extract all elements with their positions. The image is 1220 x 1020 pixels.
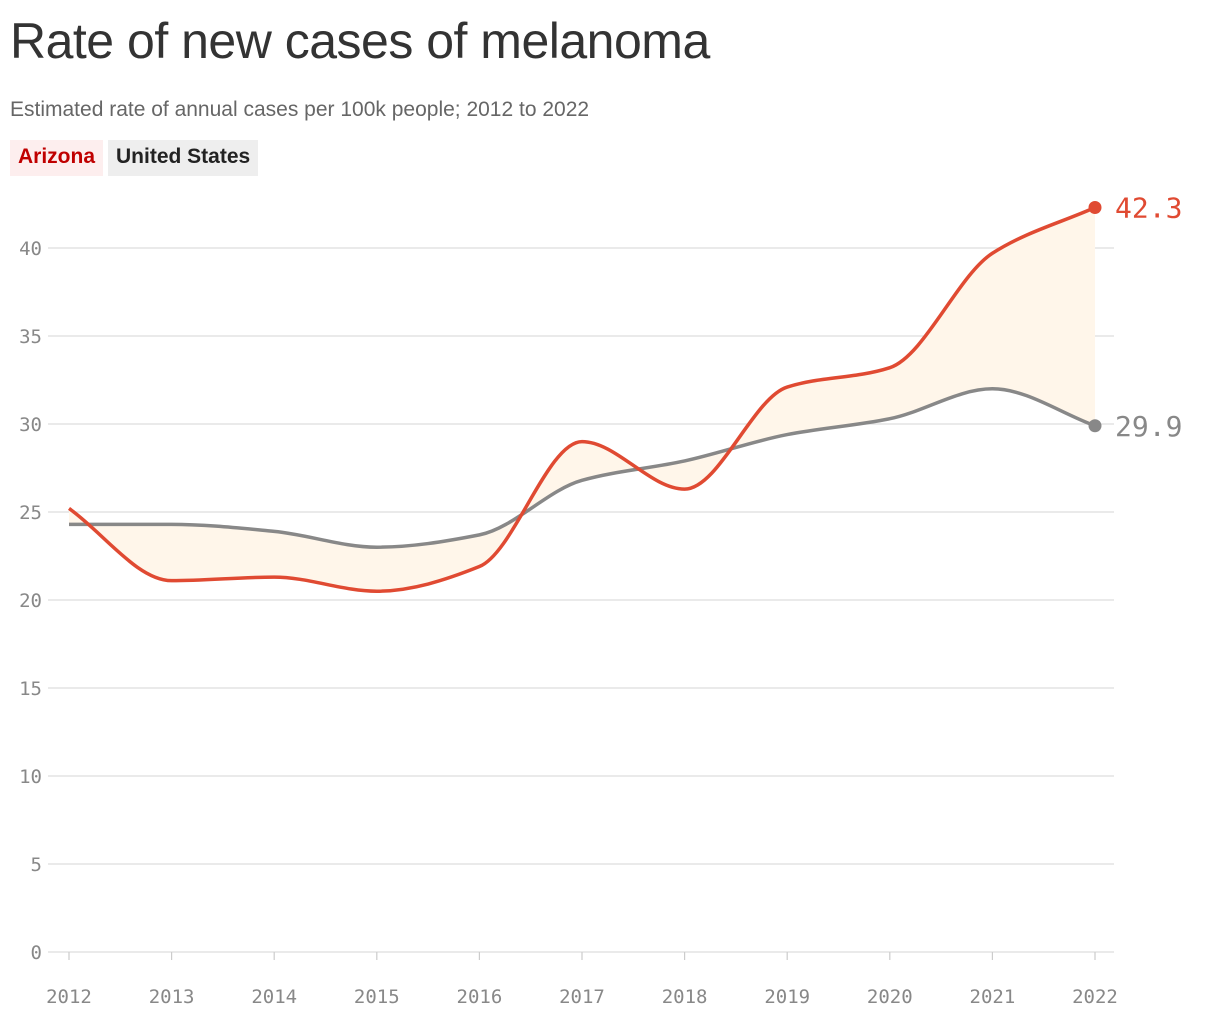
y-tick-label: 10 — [19, 766, 42, 788]
end-point-united-states — [1088, 419, 1102, 433]
x-tick-label: 2019 — [764, 986, 810, 1008]
x-tick-label: 2016 — [457, 986, 503, 1008]
y-tick-label: 30 — [19, 414, 42, 436]
x-tick-label: 2012 — [46, 986, 92, 1008]
y-tick-label: 35 — [19, 326, 42, 348]
x-axis: 2012 2013 2014 2015 2016 2017 2018 2019 2020 2021… — [46, 952, 1118, 1008]
end-label-arizona: 42.3 — [1115, 192, 1182, 225]
legend: Arizona United States — [10, 140, 259, 176]
x-tick-label: 2015 — [354, 986, 400, 1008]
x-tick-label: 2021 — [970, 986, 1016, 1008]
y-axis: 0 5 10 15 20 25 30 35 40 — [19, 238, 42, 964]
x-tick-label: 2020 — [867, 986, 913, 1008]
legend-item-united-states: United States — [108, 140, 259, 176]
x-tick-label: 2022 — [1072, 986, 1118, 1008]
y-tick-label: 0 — [31, 942, 42, 964]
y-tick-label: 20 — [19, 590, 42, 612]
y-tick-label: 5 — [31, 854, 42, 876]
x-tick-label: 2014 — [251, 986, 297, 1008]
y-tick-label: 40 — [19, 238, 42, 260]
end-point-arizona — [1088, 201, 1102, 215]
legend-item-arizona: Arizona — [10, 140, 104, 176]
series-line-arizona — [67, 205, 1096, 593]
end-markers: 42.3 29.9 — [1088, 192, 1182, 443]
chart-subtitle: Estimated rate of annual cases per 100k … — [10, 98, 590, 121]
x-tick-label: 2013 — [149, 986, 195, 1008]
gap-area — [69, 207, 1095, 592]
end-label-united-states: 29.9 — [1115, 410, 1182, 443]
chart-title: Rate of new cases of melanoma — [10, 13, 710, 69]
x-tick-label: 2017 — [559, 986, 605, 1008]
series-line-united-states — [68, 387, 1096, 549]
x-tick-label: 2018 — [662, 986, 708, 1008]
y-tick-label: 25 — [19, 502, 42, 524]
y-tick-label: 15 — [19, 678, 42, 700]
